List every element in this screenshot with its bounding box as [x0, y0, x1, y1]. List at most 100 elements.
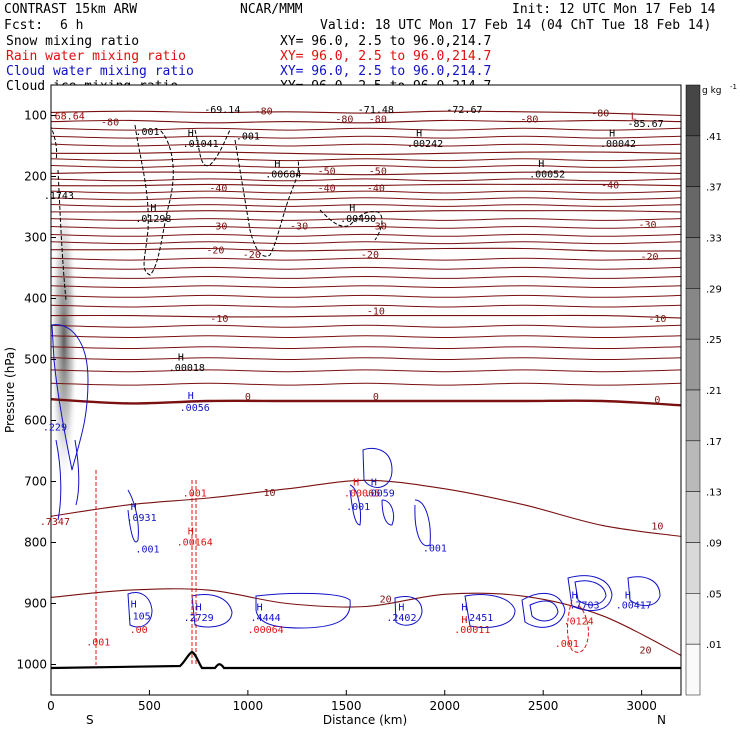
extremum-label: H — [196, 603, 202, 614]
rain-water-contour — [567, 599, 589, 653]
temp-contour-minor — [51, 324, 681, 328]
temp-contour-label: -40 — [367, 183, 385, 194]
temp-contour-label: -30 — [369, 221, 387, 232]
temp-contour-label: -30 — [209, 221, 227, 232]
x-tick-label: 2000 — [429, 699, 460, 713]
extremum-label: .01298 — [135, 214, 171, 225]
cloud-water-contour — [381, 499, 395, 526]
temp-contour-0 — [51, 397, 681, 407]
ice-shading-blob — [51, 190, 78, 490]
temp-contour-label: -30 — [639, 220, 657, 231]
colorbar-label: .13 — [706, 488, 722, 499]
forecast-label: Fcst: — [4, 18, 43, 33]
temp-contour-minor — [51, 158, 681, 162]
extremum-label: .00684 — [265, 169, 301, 180]
extremum-label: .001 — [183, 488, 207, 499]
cloud-water-contour — [255, 592, 351, 629]
temp-contour--20 — [51, 247, 681, 252]
temp-contour--50 — [51, 171, 681, 176]
extremum-label: H — [178, 352, 184, 363]
extremum-label: .2451 — [463, 613, 493, 624]
temp-contour-minor — [51, 257, 681, 261]
temp-contour-label: 20 — [380, 595, 392, 606]
temp-contour-minor — [51, 197, 681, 201]
temp-contour-label: -30 — [290, 221, 308, 232]
temp-contour-label: -40 — [318, 183, 336, 194]
temp-contour-label: -80 — [520, 115, 538, 126]
temp-contour-minor — [51, 369, 681, 373]
extremum-label: H — [609, 129, 615, 140]
extremum-label: .7347 — [40, 517, 70, 528]
extremum-label: H — [188, 526, 194, 537]
cloud-water-contour — [529, 600, 559, 622]
colorbar-label: .33 — [706, 234, 722, 245]
temp-contour--10 — [51, 314, 681, 319]
extremum-label: .001 — [555, 639, 579, 650]
temp-contour-minor — [51, 218, 681, 221]
extremum-label: -85.67 — [628, 119, 664, 130]
cloud-water-contour — [349, 484, 361, 526]
colorbar-label: .05 — [706, 589, 722, 600]
init-time: Init: 12 UTC Mon 17 Feb 14 — [512, 2, 716, 17]
extremum-label: H — [625, 590, 631, 601]
temp-contour-label: -20 — [243, 250, 261, 261]
y-tick-label: 600 — [24, 414, 47, 428]
cloud-water-contour — [567, 575, 613, 612]
extremum-label: H — [461, 615, 467, 626]
colorbar-label: .21 — [706, 386, 722, 397]
extremum-label: .00052 — [529, 169, 565, 180]
extremum-label: H — [131, 600, 137, 611]
temp-contour-minor — [51, 382, 681, 386]
extremum-label: .001 — [135, 545, 159, 556]
cloud-water-contour — [51, 324, 89, 471]
temp-contour-label: 10 — [264, 488, 276, 499]
temp-contour-minor — [51, 164, 681, 168]
extremum-label: .00064 — [248, 625, 284, 636]
extremum-label: .0056 — [180, 403, 210, 414]
extremum-label: .00065 — [344, 488, 380, 499]
temp-contour-label: -80 — [101, 118, 119, 129]
extremum-label: H — [150, 203, 156, 214]
extremum-label: H — [398, 603, 404, 614]
temp-contour-label: 0 — [373, 392, 379, 403]
snow-contour — [194, 129, 231, 167]
temp-contour-minor — [51, 266, 681, 270]
cloud-water-contour — [394, 596, 423, 626]
colorbar-swatch — [685, 542, 701, 594]
temp-contour-label: -10 — [648, 314, 666, 325]
extremum-label: H — [188, 129, 194, 140]
cloud-water-contour — [127, 489, 139, 543]
colorbar-swatch — [685, 84, 701, 137]
extremum-label: .7703 — [569, 601, 599, 612]
temp-contour-minor — [51, 233, 681, 237]
temp-contour-label: -50 — [369, 166, 387, 177]
temp-contour--30 — [51, 210, 681, 213]
temp-contour-label: -50 — [318, 166, 336, 177]
colorbar-label: .29 — [706, 284, 722, 295]
temp-contour-label: -20 — [361, 250, 379, 261]
cloud-water-contour — [55, 439, 62, 521]
cloud-water-contour — [627, 576, 661, 606]
extremum-label: .00011 — [454, 625, 490, 636]
extremum-label: .01041 — [183, 139, 219, 150]
extremum-label: .0931 — [127, 513, 157, 524]
y-tick-label: 500 — [24, 353, 47, 367]
x-tick-label: 3000 — [626, 699, 657, 713]
y-axis-title: Pressure (hPa) — [3, 347, 17, 433]
extremum-label: -72.67 — [446, 105, 482, 116]
colorbar-swatch — [685, 135, 701, 187]
cloud-water-contour — [414, 499, 431, 547]
y-tick-label: 300 — [24, 231, 47, 245]
y-tick-label: 900 — [24, 597, 47, 611]
y-tick-label: 1000 — [16, 658, 47, 672]
temp-contour-minor — [51, 275, 681, 279]
plot-area — [51, 85, 681, 695]
extremum-label: .2729 — [184, 613, 214, 624]
extremum-label: H — [257, 603, 263, 614]
temp-contour-label: -10 — [210, 314, 228, 325]
colorbar-label: .09 — [706, 539, 722, 550]
temp-contour--70 — [51, 110, 681, 117]
south-label: S — [86, 713, 94, 727]
temp-contour-label: -80 — [255, 107, 273, 118]
extremum-label: .001 — [135, 127, 159, 138]
